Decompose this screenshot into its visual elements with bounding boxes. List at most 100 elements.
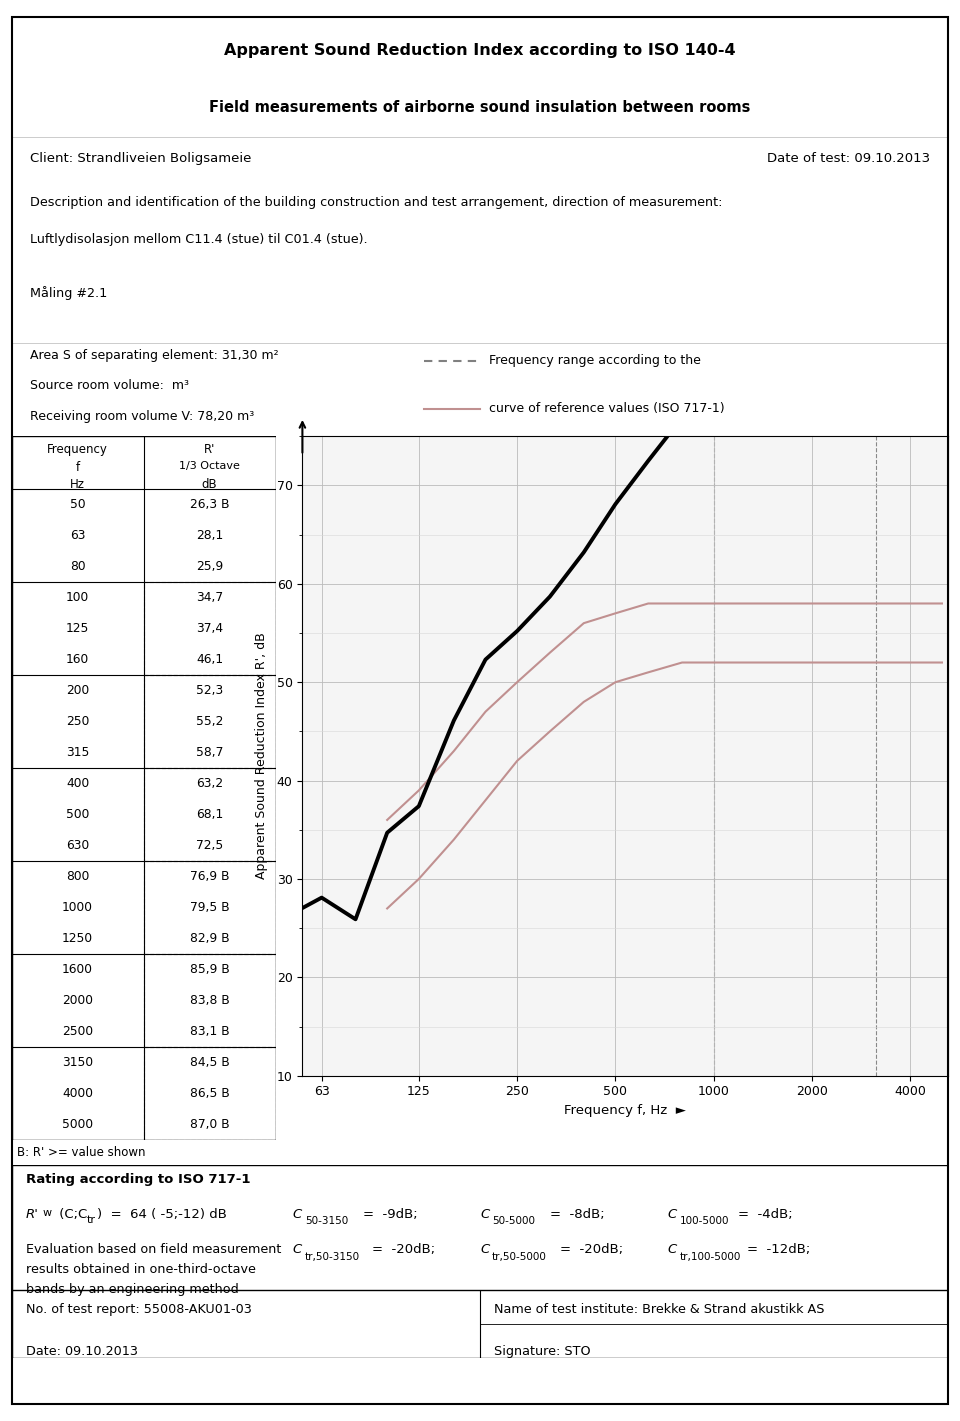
Text: Måling #2.1: Måling #2.1 <box>31 286 108 300</box>
Text: Client: Strandliveien Boligsameie: Client: Strandliveien Boligsameie <box>31 152 252 165</box>
Text: 68,1: 68,1 <box>196 807 223 821</box>
Text: 55,2: 55,2 <box>196 715 224 728</box>
Text: 800: 800 <box>66 870 89 882</box>
Text: 63: 63 <box>70 529 85 541</box>
Bar <box>144 1047 276 1140</box>
Text: C: C <box>667 1208 677 1221</box>
Bar <box>144 767 276 861</box>
Text: 80: 80 <box>70 560 85 573</box>
Text: 37,4: 37,4 <box>196 622 223 635</box>
Text: 2500: 2500 <box>62 1025 93 1037</box>
Text: C: C <box>293 1208 301 1221</box>
Text: =  -9dB;: = -9dB; <box>363 1208 418 1221</box>
Text: dB: dB <box>202 479 217 492</box>
Text: =  -20dB;: = -20dB; <box>560 1243 623 1256</box>
Text: tr,50-3150: tr,50-3150 <box>304 1252 360 1262</box>
Text: Rating according to ISO 717-1: Rating according to ISO 717-1 <box>26 1172 250 1185</box>
Text: 86,5 B: 86,5 B <box>190 1087 229 1100</box>
Text: Date: 09.10.2013: Date: 09.10.2013 <box>26 1344 137 1358</box>
Text: w: w <box>42 1208 52 1218</box>
Text: 82,9 B: 82,9 B <box>190 932 229 945</box>
Text: curve of reference values (ISO 717-1): curve of reference values (ISO 717-1) <box>490 402 725 415</box>
Text: R': R' <box>26 1208 38 1221</box>
Text: 200: 200 <box>66 684 89 696</box>
Text: C: C <box>480 1208 490 1221</box>
Bar <box>144 953 276 1047</box>
Text: 58,7: 58,7 <box>196 746 224 759</box>
Text: No. of test report: 55008-AKU01-03: No. of test report: 55008-AKU01-03 <box>26 1303 252 1316</box>
Text: 84,5 B: 84,5 B <box>190 1056 229 1069</box>
Text: 50-3150: 50-3150 <box>304 1216 348 1226</box>
Text: Source room volume:  m³: Source room volume: m³ <box>31 379 189 392</box>
Text: C: C <box>480 1243 490 1256</box>
Text: 85,9 B: 85,9 B <box>190 963 229 976</box>
Text: 26,3 B: 26,3 B <box>190 497 229 512</box>
Text: 3150: 3150 <box>62 1056 93 1069</box>
Text: 83,8 B: 83,8 B <box>190 993 229 1006</box>
Text: 125: 125 <box>66 622 89 635</box>
Text: )  =  64 ( -5;-12) dB: ) = 64 ( -5;-12) dB <box>97 1208 227 1221</box>
Text: 76,9 B: 76,9 B <box>190 870 229 882</box>
Text: B: R' >= value shown: B: R' >= value shown <box>17 1145 145 1160</box>
X-axis label: Frequency f, Hz  ►: Frequency f, Hz ► <box>564 1104 686 1117</box>
Text: =  -20dB;: = -20dB; <box>372 1243 436 1256</box>
Text: 79,5 B: 79,5 B <box>190 901 229 914</box>
Text: 500: 500 <box>66 807 89 821</box>
Text: 52,3: 52,3 <box>196 684 223 696</box>
Text: =  -12dB;: = -12dB; <box>747 1243 810 1256</box>
Text: 87,0 B: 87,0 B <box>190 1118 229 1131</box>
Text: Receiving room volume V: 78,20 m³: Receiving room volume V: 78,20 m³ <box>31 411 254 423</box>
Text: 46,1: 46,1 <box>196 652 223 666</box>
Text: 83,1 B: 83,1 B <box>190 1025 229 1037</box>
Text: 72,5: 72,5 <box>196 838 223 851</box>
Text: 50-5000: 50-5000 <box>492 1216 535 1226</box>
Text: 2000: 2000 <box>62 993 93 1006</box>
Text: Signature: STO: Signature: STO <box>494 1344 590 1358</box>
Text: 5000: 5000 <box>62 1118 93 1131</box>
Text: 63,2: 63,2 <box>196 777 223 790</box>
Text: Date of test: 09.10.2013: Date of test: 09.10.2013 <box>767 152 929 165</box>
Bar <box>144 861 276 953</box>
Text: 400: 400 <box>66 777 89 790</box>
Text: 100: 100 <box>66 591 89 604</box>
Text: 100-5000: 100-5000 <box>680 1216 729 1226</box>
Text: 1600: 1600 <box>62 963 93 976</box>
Text: Name of test institute: Brekke & Strand akustikk AS: Name of test institute: Brekke & Strand … <box>494 1303 825 1316</box>
Text: 25,9: 25,9 <box>196 560 223 573</box>
Text: 250: 250 <box>66 715 89 728</box>
Text: Hz: Hz <box>70 479 85 492</box>
Text: Frequency: Frequency <box>47 443 108 456</box>
Text: bands by an engineering method: bands by an engineering method <box>26 1283 238 1296</box>
Text: tr: tr <box>86 1215 95 1225</box>
Text: 1250: 1250 <box>62 932 93 945</box>
Text: 160: 160 <box>66 652 89 666</box>
Y-axis label: Apparent Sound Reduction Index R', dB: Apparent Sound Reduction Index R', dB <box>255 632 269 880</box>
Text: R': R' <box>204 443 215 456</box>
Text: 4000: 4000 <box>62 1087 93 1100</box>
Bar <box>144 583 276 675</box>
Text: 315: 315 <box>66 746 89 759</box>
Text: 630: 630 <box>66 838 89 851</box>
Bar <box>144 675 276 767</box>
Text: Evaluation based on field measurement: Evaluation based on field measurement <box>26 1243 281 1256</box>
Text: 1/3 Octave: 1/3 Octave <box>180 460 240 470</box>
Text: Area S of separating element: 31,30 m²: Area S of separating element: 31,30 m² <box>31 348 279 361</box>
Text: C: C <box>293 1243 301 1256</box>
Text: f: f <box>76 460 80 473</box>
Text: 34,7: 34,7 <box>196 591 223 604</box>
Text: tr,50-5000: tr,50-5000 <box>492 1252 547 1262</box>
Text: =  -8dB;: = -8dB; <box>550 1208 605 1221</box>
Text: Frequency range according to the: Frequency range according to the <box>490 354 701 367</box>
Text: Luftlydisolasjon mellom C11.4 (stue) til C01.4 (stue).: Luftlydisolasjon mellom C11.4 (stue) til… <box>31 233 368 246</box>
Text: C: C <box>667 1243 677 1256</box>
Text: 50: 50 <box>70 497 85 512</box>
Text: tr,100-5000: tr,100-5000 <box>680 1252 741 1262</box>
Text: results obtained in one-third-octave: results obtained in one-third-octave <box>26 1263 255 1276</box>
Text: =  -4dB;: = -4dB; <box>737 1208 792 1221</box>
Text: (C;C: (C;C <box>55 1208 86 1221</box>
Text: Description and identification of the building construction and test arrangement: Description and identification of the bu… <box>31 196 723 209</box>
Text: Field measurements of airborne sound insulation between rooms: Field measurements of airborne sound ins… <box>209 99 751 115</box>
Text: Apparent Sound Reduction Index according to ISO 140-4: Apparent Sound Reduction Index according… <box>225 44 735 58</box>
Text: 1000: 1000 <box>62 901 93 914</box>
Text: 28,1: 28,1 <box>196 529 223 541</box>
